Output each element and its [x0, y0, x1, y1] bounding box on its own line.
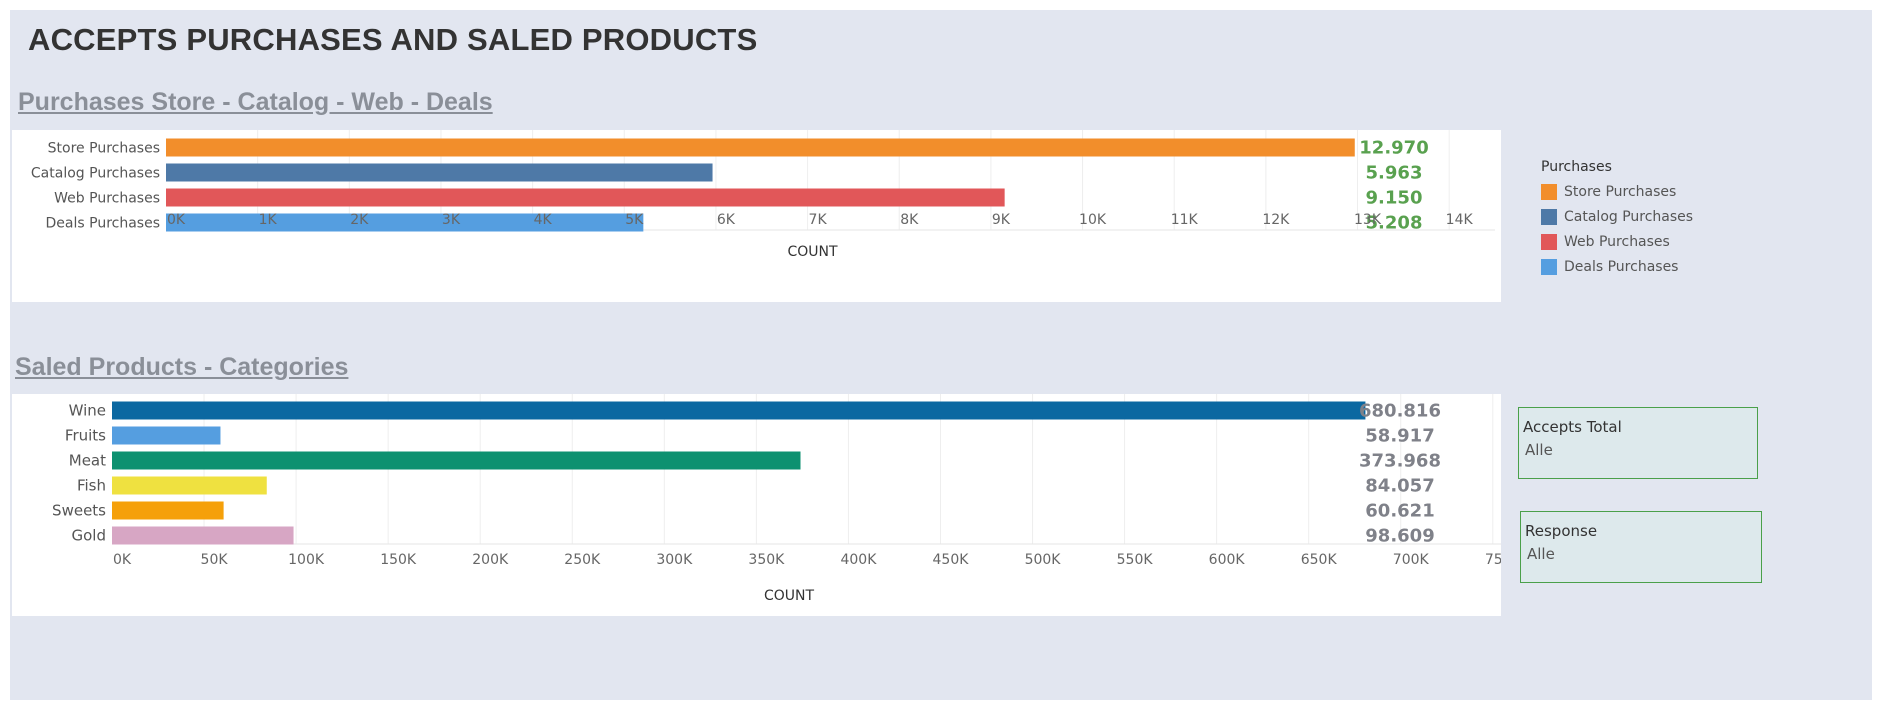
value-label: 60.621 [1365, 501, 1434, 522]
x-axis-title: COUNT [764, 588, 815, 604]
bar-fruits [112, 426, 221, 445]
legend-swatch [1541, 258, 1557, 275]
x-tick-label: 4K [534, 212, 553, 228]
x-tick-label: 1K [259, 212, 278, 228]
legend-swatch [1541, 183, 1557, 200]
x-tick-label: 6K [717, 212, 736, 228]
x-tick-label: 750K [1485, 552, 1501, 568]
bar-sweets [112, 501, 224, 520]
bar-catalog-purchases [166, 163, 713, 182]
x-tick-label: 600K [1209, 552, 1246, 568]
x-tick-label: 11K [1171, 212, 1199, 228]
x-tick-label: 0K [167, 212, 186, 228]
bar-deals-purchases [166, 213, 644, 232]
dashboard: ACCEPTS PURCHASES AND SALED PRODUCTS Pur… [10, 10, 1872, 700]
bar-wine [112, 401, 1366, 420]
category-label: Gold [72, 527, 107, 545]
products-chart-title: Saled Products - Categories [15, 353, 349, 381]
x-tick-label: 450K [933, 552, 970, 568]
x-tick-label: 500K [1025, 552, 1062, 568]
x-tick-label: 100K [288, 552, 325, 568]
legend-label: Deals Purchases [1564, 258, 1679, 275]
x-tick-label: 5K [625, 212, 644, 228]
value-label: 12.970 [1359, 138, 1428, 159]
x-tick-label: 50K [201, 552, 229, 568]
x-tick-label: 550K [1117, 552, 1154, 568]
filter-value[interactable]: Alle [1527, 545, 1555, 563]
legend-label: Catalog Purchases [1564, 208, 1694, 225]
category-label: Web Purchases [54, 191, 160, 207]
x-tick-label: 400K [840, 552, 877, 568]
x-tick-label: 300K [656, 552, 693, 568]
legend-item-catalog[interactable]: Catalog Purchases [1541, 204, 1693, 229]
x-tick-label: 12K [1262, 212, 1290, 228]
response-filter[interactable]: Response Alle [1520, 511, 1762, 583]
legend-item-store[interactable]: Store Purchases [1541, 179, 1693, 204]
x-axis-title: COUNT [787, 244, 838, 260]
value-label: 9.150 [1366, 188, 1423, 209]
legend-item-deals[interactable]: Deals Purchases [1541, 254, 1693, 279]
legend-item-web[interactable]: Web Purchases [1541, 229, 1693, 254]
x-tick-label: 150K [380, 552, 417, 568]
legend-title: Purchases [1541, 159, 1612, 175]
bar-meat [112, 451, 801, 470]
x-tick-label: 650K [1301, 552, 1338, 568]
legend-label: Store Purchases [1564, 183, 1677, 200]
x-tick-label: 3K [442, 212, 461, 228]
filter-title: Response [1525, 522, 1598, 540]
bar-web-purchases [166, 188, 1005, 207]
category-label: Deals Purchases [46, 216, 160, 232]
x-tick-label: 700K [1393, 552, 1430, 568]
value-label: 5.208 [1366, 213, 1423, 234]
x-tick-label: 350K [748, 552, 785, 568]
category-label: Wine [69, 402, 106, 420]
filter-value[interactable]: Alle [1525, 441, 1553, 459]
value-label: 98.609 [1365, 526, 1434, 547]
legend-swatch [1541, 233, 1557, 250]
purchases-legend: Purchases Store Purchases Catalog Purcha… [1541, 159, 1693, 279]
dashboard-title: ACCEPTS PURCHASES AND SALED PRODUCTS [28, 22, 758, 57]
x-tick-label: 200K [472, 552, 509, 568]
value-label: 84.057 [1365, 476, 1434, 497]
bar-store-purchases [166, 138, 1355, 157]
value-label: 5.963 [1366, 163, 1423, 184]
bar-fish [112, 476, 267, 495]
products-chart-panel: Wine 680.816 Fruits 58.917 Meat 373.968 Fish 84… [12, 394, 1522, 616]
x-tick-label: 250K [564, 552, 601, 568]
purchases-chart: Store Purchases 12.970 Catalog Purchases 5.… [31, 130, 1495, 260]
x-tick-label: 8K [900, 212, 919, 228]
value-label: 680.816 [1359, 401, 1441, 422]
x-tick-label: 2K [350, 212, 369, 228]
purchases-chart-title: Purchases Store - Catalog - Web - Deals [18, 88, 493, 116]
legend-label: Web Purchases [1564, 233, 1670, 250]
category-label: Sweets [52, 502, 106, 520]
category-label: Catalog Purchases [31, 166, 160, 182]
bar-gold [112, 526, 294, 545]
value-label: 373.968 [1359, 451, 1441, 472]
filter-title: Accepts Total [1523, 418, 1622, 436]
x-tick-label: 14K [1446, 212, 1474, 228]
purchases-chart-panel: Store Purchases 12.970 Catalog Purchases 5.… [12, 130, 1501, 302]
x-tick-label: 10K [1079, 212, 1107, 228]
category-label: Fruits [65, 427, 106, 445]
legend-swatch [1541, 208, 1557, 225]
category-label: Meat [69, 452, 106, 470]
x-tick-label: 13K [1354, 212, 1382, 228]
x-tick-label: 7K [809, 212, 828, 228]
products-chart: Wine 680.816 Fruits 58.917 Meat 373.968 Fish 84… [52, 394, 1522, 604]
accepts-total-filter[interactable]: Accepts Total Alle [1518, 407, 1758, 479]
category-label: Fish [77, 477, 106, 495]
category-label: Store Purchases [48, 141, 160, 157]
x-tick-label: 0K [113, 552, 132, 568]
value-label: 58.917 [1365, 426, 1434, 447]
x-tick-label: 9K [992, 212, 1011, 228]
